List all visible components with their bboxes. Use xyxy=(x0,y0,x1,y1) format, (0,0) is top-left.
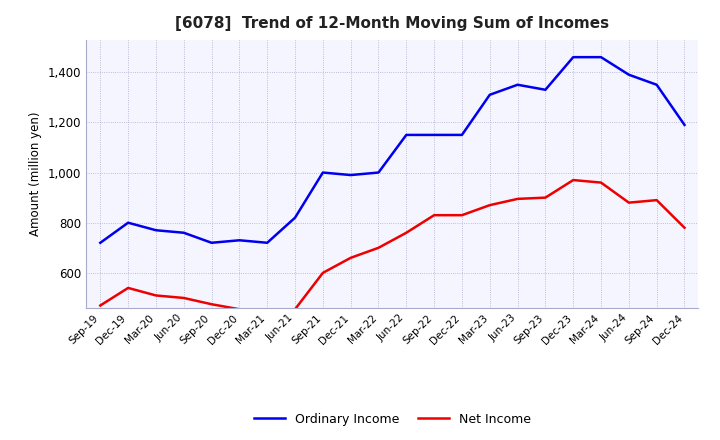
Net Income xyxy=(346,255,355,260)
Legend: Ordinary Income, Net Income: Ordinary Income, Net Income xyxy=(248,407,536,431)
Line: Net Income: Net Income xyxy=(100,180,685,309)
Net Income xyxy=(513,196,522,202)
Ordinary Income xyxy=(680,122,689,128)
Ordinary Income xyxy=(624,72,633,77)
Net Income xyxy=(569,177,577,183)
Net Income xyxy=(485,202,494,208)
Net Income xyxy=(263,307,271,312)
Title: [6078]  Trend of 12-Month Moving Sum of Incomes: [6078] Trend of 12-Month Moving Sum of I… xyxy=(176,16,609,32)
Ordinary Income xyxy=(235,238,243,243)
Ordinary Income xyxy=(152,227,161,233)
Net Income xyxy=(402,230,410,235)
Net Income xyxy=(96,303,104,308)
Ordinary Income xyxy=(485,92,494,97)
Net Income xyxy=(680,225,689,231)
Ordinary Income xyxy=(124,220,132,225)
Ordinary Income xyxy=(291,215,300,220)
Net Income xyxy=(374,245,383,250)
Ordinary Income xyxy=(541,87,550,92)
Net Income xyxy=(124,285,132,290)
Net Income xyxy=(597,180,606,185)
Net Income xyxy=(430,213,438,218)
Ordinary Income xyxy=(179,230,188,235)
Ordinary Income xyxy=(402,132,410,138)
Ordinary Income xyxy=(207,240,216,246)
Net Income xyxy=(291,307,300,312)
Ordinary Income xyxy=(318,170,327,175)
Net Income xyxy=(458,213,467,218)
Ordinary Income xyxy=(652,82,661,88)
Net Income xyxy=(179,295,188,301)
Y-axis label: Amount (million yen): Amount (million yen) xyxy=(30,112,42,236)
Ordinary Income xyxy=(513,82,522,88)
Ordinary Income xyxy=(430,132,438,138)
Ordinary Income xyxy=(569,55,577,60)
Net Income xyxy=(152,293,161,298)
Ordinary Income xyxy=(597,55,606,60)
Ordinary Income xyxy=(374,170,383,175)
Net Income xyxy=(235,307,243,312)
Net Income xyxy=(541,195,550,200)
Ordinary Income xyxy=(96,240,104,246)
Net Income xyxy=(624,200,633,205)
Net Income xyxy=(207,301,216,307)
Ordinary Income xyxy=(458,132,467,138)
Net Income xyxy=(652,198,661,203)
Net Income xyxy=(318,270,327,275)
Line: Ordinary Income: Ordinary Income xyxy=(100,57,685,243)
Ordinary Income xyxy=(346,172,355,178)
Ordinary Income xyxy=(263,240,271,246)
